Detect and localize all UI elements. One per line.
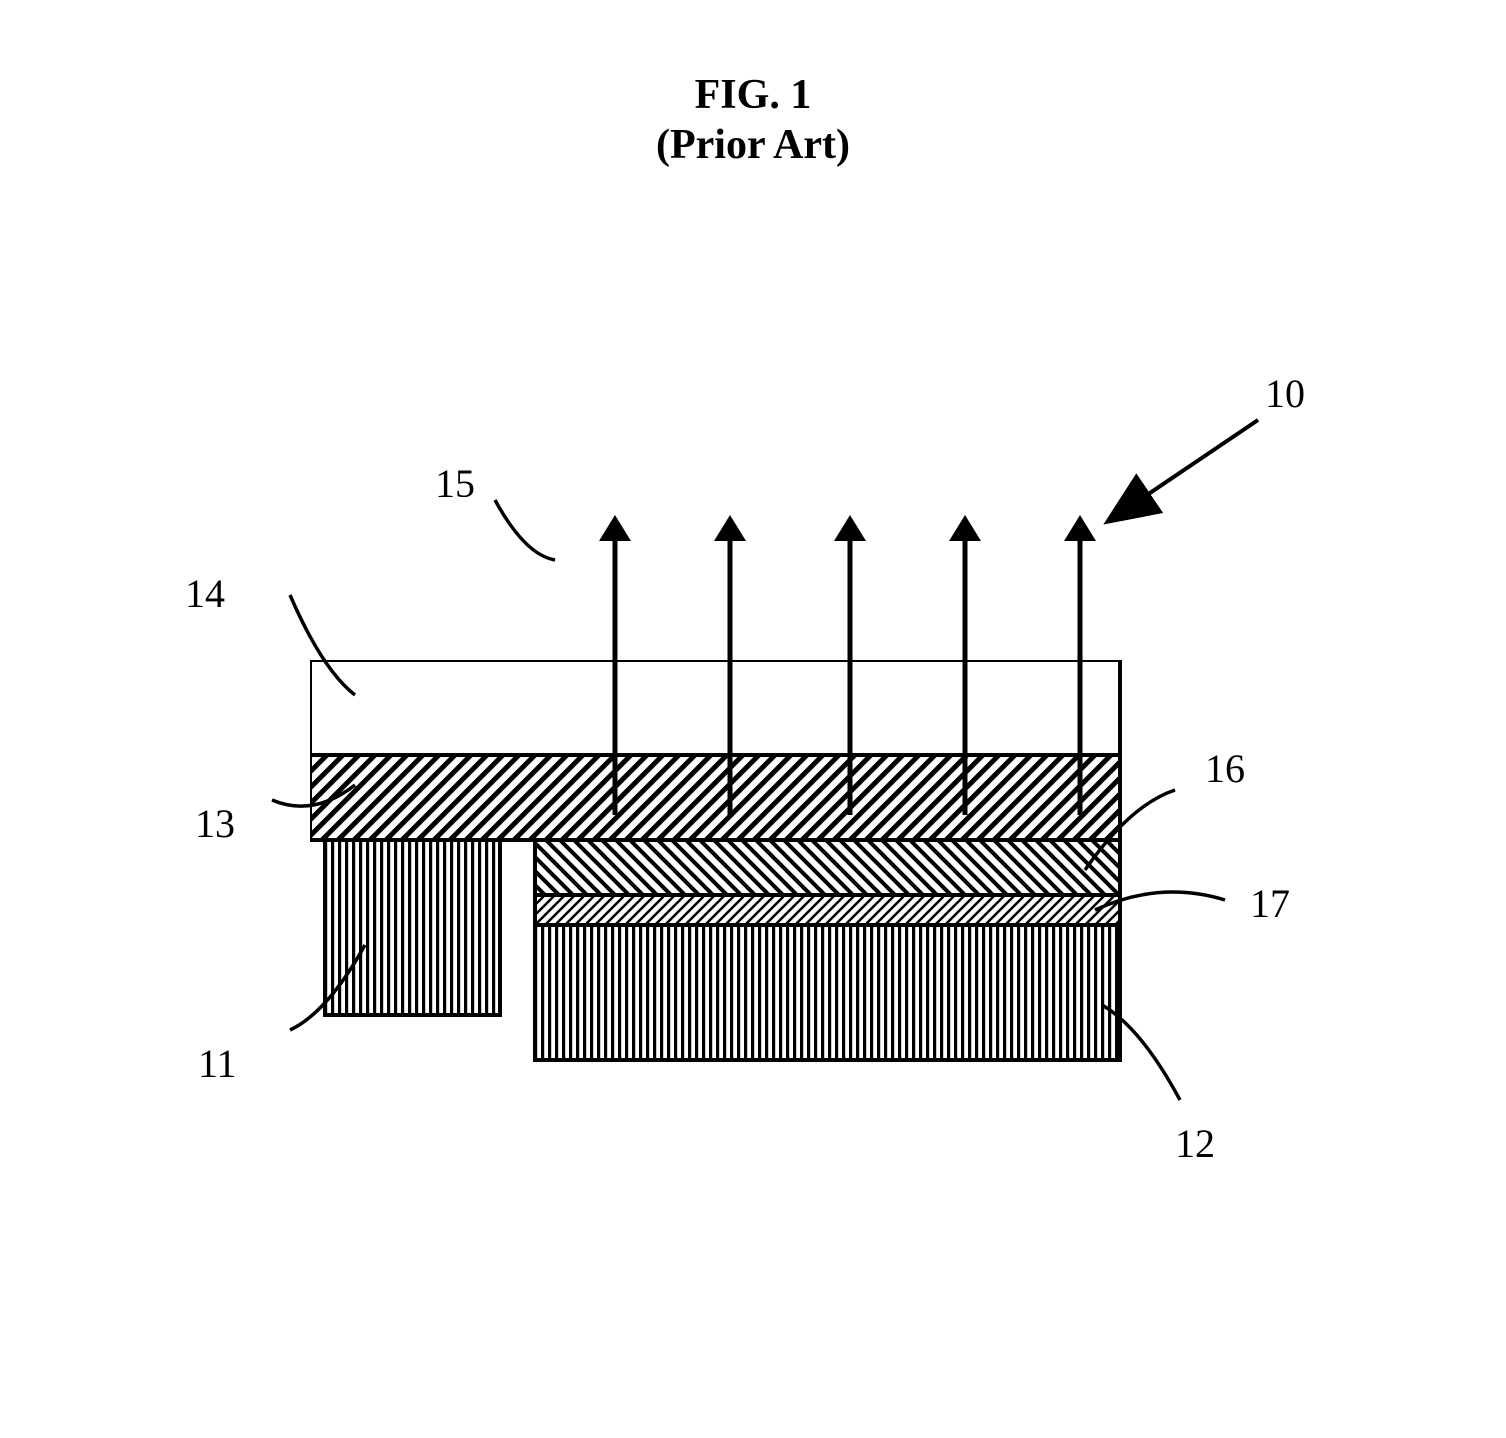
layer-diagram [310, 660, 1130, 1070]
ref-15: 15 [435, 460, 475, 507]
ref-17: 17 [1250, 880, 1290, 927]
ref-12: 12 [1175, 1120, 1215, 1167]
ref-13: 13 [195, 800, 235, 847]
ref-10: 10 [1265, 370, 1305, 417]
ref-14: 14 [185, 570, 225, 617]
ref-11: 11 [198, 1040, 237, 1087]
ref-16: 16 [1205, 745, 1245, 792]
figure-area: 10 15 14 13 11 16 17 12 [0, 0, 1506, 1438]
